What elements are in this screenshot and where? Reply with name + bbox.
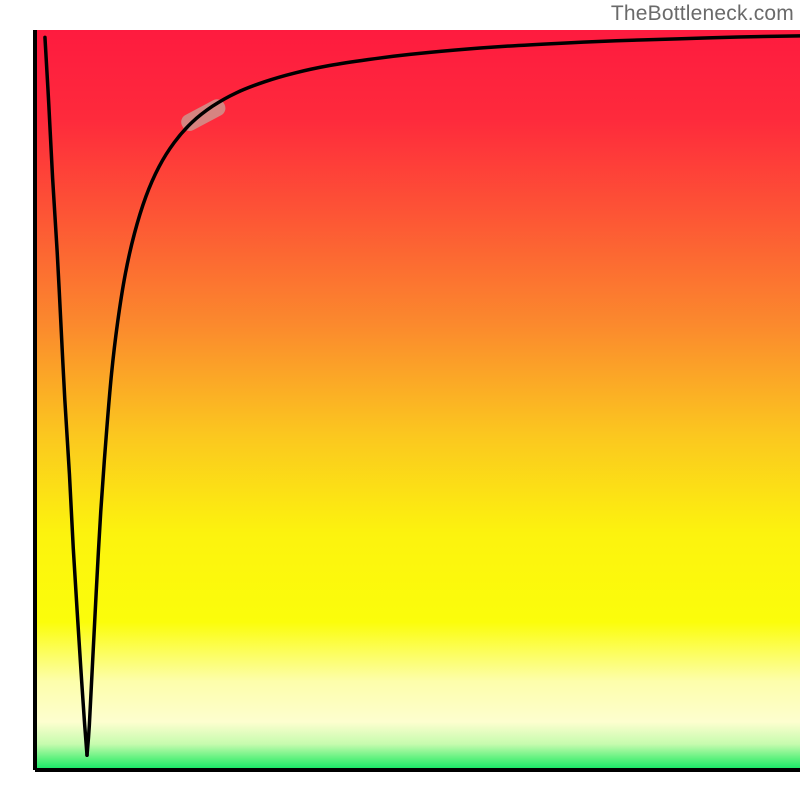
bottleneck-chart-svg: [0, 0, 800, 800]
chart-container: TheBottleneck.com: [0, 0, 800, 800]
plot-background-gradient: [35, 30, 800, 770]
attribution-text: TheBottleneck.com: [611, 2, 794, 26]
